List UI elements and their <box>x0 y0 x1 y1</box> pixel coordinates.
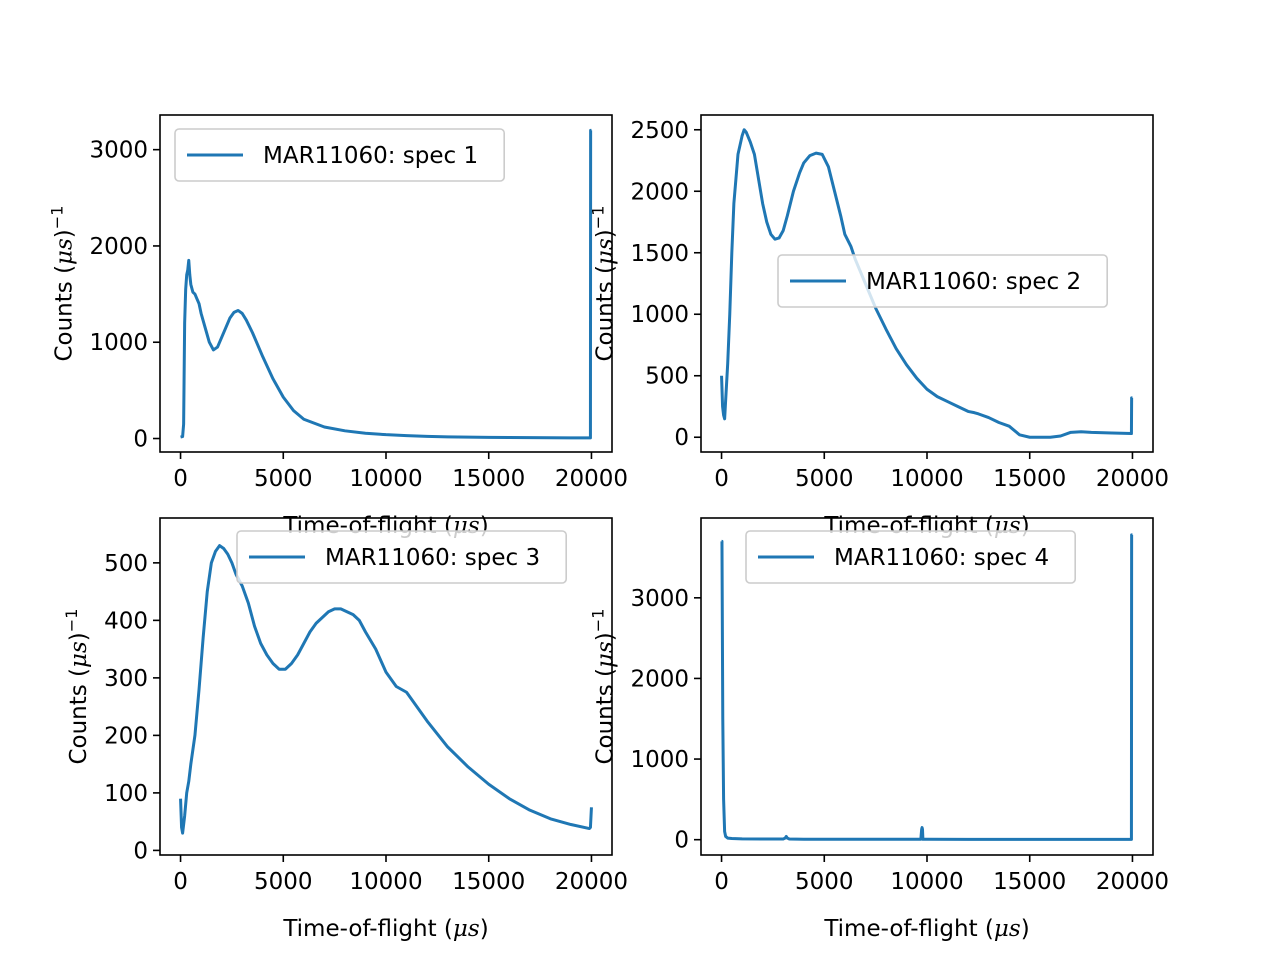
y-tick-label-1-0: 0 <box>133 427 148 453</box>
y-tick-label-4-3: 3000 <box>630 586 689 612</box>
y-tick-label-2-0: 0 <box>674 425 689 451</box>
x-tick-label-4-2: 10000 <box>890 869 963 895</box>
y-axis-label-1: Counts (μs)−1 <box>47 205 78 361</box>
legend-label-3: MAR11060: spec 3 <box>325 545 540 571</box>
y-tick-label-3-3: 300 <box>104 666 148 692</box>
y-tick-label-3-5: 500 <box>104 551 148 577</box>
y-tick-label-4-2: 2000 <box>630 666 689 692</box>
y-tick-label-3-2: 200 <box>104 723 148 749</box>
x-tick-label-4-0: 0 <box>714 869 729 895</box>
legend-label-4: MAR11060: spec 4 <box>834 545 1049 571</box>
x-tick-label-1-3: 15000 <box>452 466 525 492</box>
legend-label-1: MAR11060: spec 1 <box>263 143 478 169</box>
subplot-3: 0 5000 10000 15000 20000 0 100 200 300 400 500 Time… <box>62 517 628 942</box>
x-tick-label-4-4: 20000 <box>1096 869 1169 895</box>
y-tick-label-2-4: 2000 <box>630 179 689 205</box>
x-tick-label-1-4: 20000 <box>555 466 628 492</box>
x-tick-label-2-0: 0 <box>714 466 729 492</box>
legend-3: MAR11060: spec 3 <box>236 530 568 584</box>
x-tick-label-2-2: 10000 <box>890 466 963 492</box>
legend-4: MAR11060: spec 4 <box>745 530 1077 584</box>
x-tick-label-4-3: 15000 <box>993 869 1066 895</box>
y-tick-label-3-0: 0 <box>133 838 148 864</box>
subplot-2: 0 5000 10000 15000 20000 0 500 1000 1500 2000 2500… <box>588 114 1169 539</box>
legend-box-3 <box>236 530 568 584</box>
legend-box-1 <box>174 128 506 182</box>
y-axis-label-2: Counts (μs)−1 <box>588 205 619 361</box>
x-tick-label-1-0: 0 <box>173 466 188 492</box>
series-line-4-1 <box>720 533 1134 841</box>
subplots: 0 5000 10000 15000 200000100020003000Time-of… <box>47 114 1169 942</box>
x-tick-label-4-1: 5000 <box>795 869 854 895</box>
y-tick-label-4-0: 0 <box>674 828 689 854</box>
legend-2: MAR11060: spec 2 <box>777 254 1109 308</box>
x-tick-label-3-3: 15000 <box>452 869 525 895</box>
y-tick-label-2-3: 1500 <box>630 241 689 267</box>
y-tick-label-3-1: 100 <box>104 781 148 807</box>
x-tick-label-3-2: 10000 <box>349 869 422 895</box>
x-tick-label-2-1: 5000 <box>795 466 854 492</box>
legend-box-4 <box>745 530 1077 584</box>
series-line-2-1 <box>720 128 1134 439</box>
x-axis-label-3: Time-of-flight (μs) <box>282 916 488 942</box>
y-tick-label-1-1: 1000 <box>89 330 148 356</box>
series-line-1-1 <box>180 128 593 440</box>
x-tick-label-3-0: 0 <box>173 869 188 895</box>
x-tick-label-2-4: 20000 <box>1096 466 1169 492</box>
subplot-4: 0 5000 10000 15000 20000 0 1000 2000 3000 Time-of… <box>588 517 1169 942</box>
y-axis-label-3: Counts (μs)−1 <box>62 608 93 764</box>
x-axis-label-4: Time-of-flight (μs) <box>823 916 1029 942</box>
y-tick-label-2-2: 1000 <box>630 302 689 328</box>
y-tick-label-4-1: 1000 <box>630 747 689 773</box>
legend-box-2 <box>777 254 1109 308</box>
x-tick-label-3-1: 5000 <box>254 869 313 895</box>
x-tick-label-2-3: 15000 <box>993 466 1066 492</box>
legend-1: MAR11060: spec 1 <box>174 128 506 182</box>
y-tick-label-1-2: 2000 <box>89 234 148 260</box>
x-tick-label-3-4: 20000 <box>555 869 628 895</box>
y-tick-label-3-4: 400 <box>104 608 148 634</box>
legend-label-2: MAR11060: spec 2 <box>866 269 1081 295</box>
y-axis-label-4: Counts (μs)−1 <box>588 608 619 764</box>
y-tick-label-1-3: 3000 <box>89 138 148 164</box>
x-tick-label-1-1: 5000 <box>254 466 313 492</box>
y-tick-label-2-1: 500 <box>645 364 689 390</box>
x-tick-label-1-2: 10000 <box>349 466 422 492</box>
series-line-3-1 <box>179 544 593 835</box>
y-tick-label-2-5: 2500 <box>630 118 689 144</box>
